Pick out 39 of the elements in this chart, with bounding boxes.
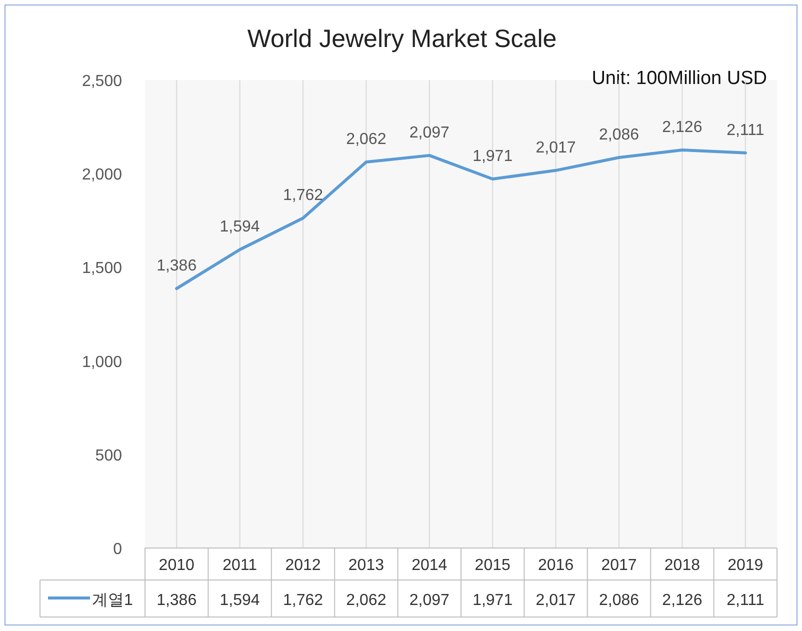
x-tick-label: 2010 xyxy=(158,557,194,574)
y-tick-label: 1,500 xyxy=(82,260,122,278)
text: 2,097 xyxy=(409,124,450,142)
text: 1,971 xyxy=(472,148,513,166)
legend-label: 계열1 xyxy=(92,592,133,609)
chart-title: World Jewelry Market Scale xyxy=(247,25,557,53)
text: 1,762 xyxy=(282,187,324,204)
x-tick-label: 2019 xyxy=(728,557,764,574)
x-tick-label: 2012 xyxy=(285,557,321,574)
x-tick-label: 2011 xyxy=(222,557,258,574)
text: 2,111 xyxy=(726,122,764,139)
x-tick-label: 2016 xyxy=(538,557,574,574)
y-tick-label: 2,000 xyxy=(82,166,122,184)
x-tick-label: 2017 xyxy=(601,557,637,574)
x-tick-label: 2018 xyxy=(664,557,700,574)
y-tick-label: 0 xyxy=(113,541,122,558)
text: 1,386 xyxy=(156,258,197,275)
data-label: 2,097 xyxy=(409,592,450,609)
text: 2,126 xyxy=(662,119,702,136)
data-label: 1,762 xyxy=(282,592,324,609)
data-label: 1,971 xyxy=(472,592,513,609)
data-label: 1,594 xyxy=(220,592,260,609)
y-tick-label: 500 xyxy=(95,447,122,464)
data-label: 2,017 xyxy=(536,592,576,609)
data-label: 2,062 xyxy=(346,592,386,609)
data-label: 1,386 xyxy=(156,592,197,609)
y-tick-label: 2,500 xyxy=(82,73,122,90)
data-label: 2,086 xyxy=(598,592,640,609)
text: 1,594 xyxy=(220,218,260,236)
x-tick-label: 2015 xyxy=(474,557,510,574)
x-tick-label: 2013 xyxy=(348,557,384,574)
x-tick-label: 2014 xyxy=(412,557,448,574)
text: 2,017 xyxy=(536,139,576,156)
y-tick-label: 1,000 xyxy=(82,354,122,371)
data-label: 2,111 xyxy=(726,592,764,609)
annotation: Unit: 100Million USD xyxy=(592,68,767,89)
text: 2,062 xyxy=(346,130,386,148)
text: 2,086 xyxy=(598,126,640,144)
data-label: 2,126 xyxy=(662,592,702,609)
